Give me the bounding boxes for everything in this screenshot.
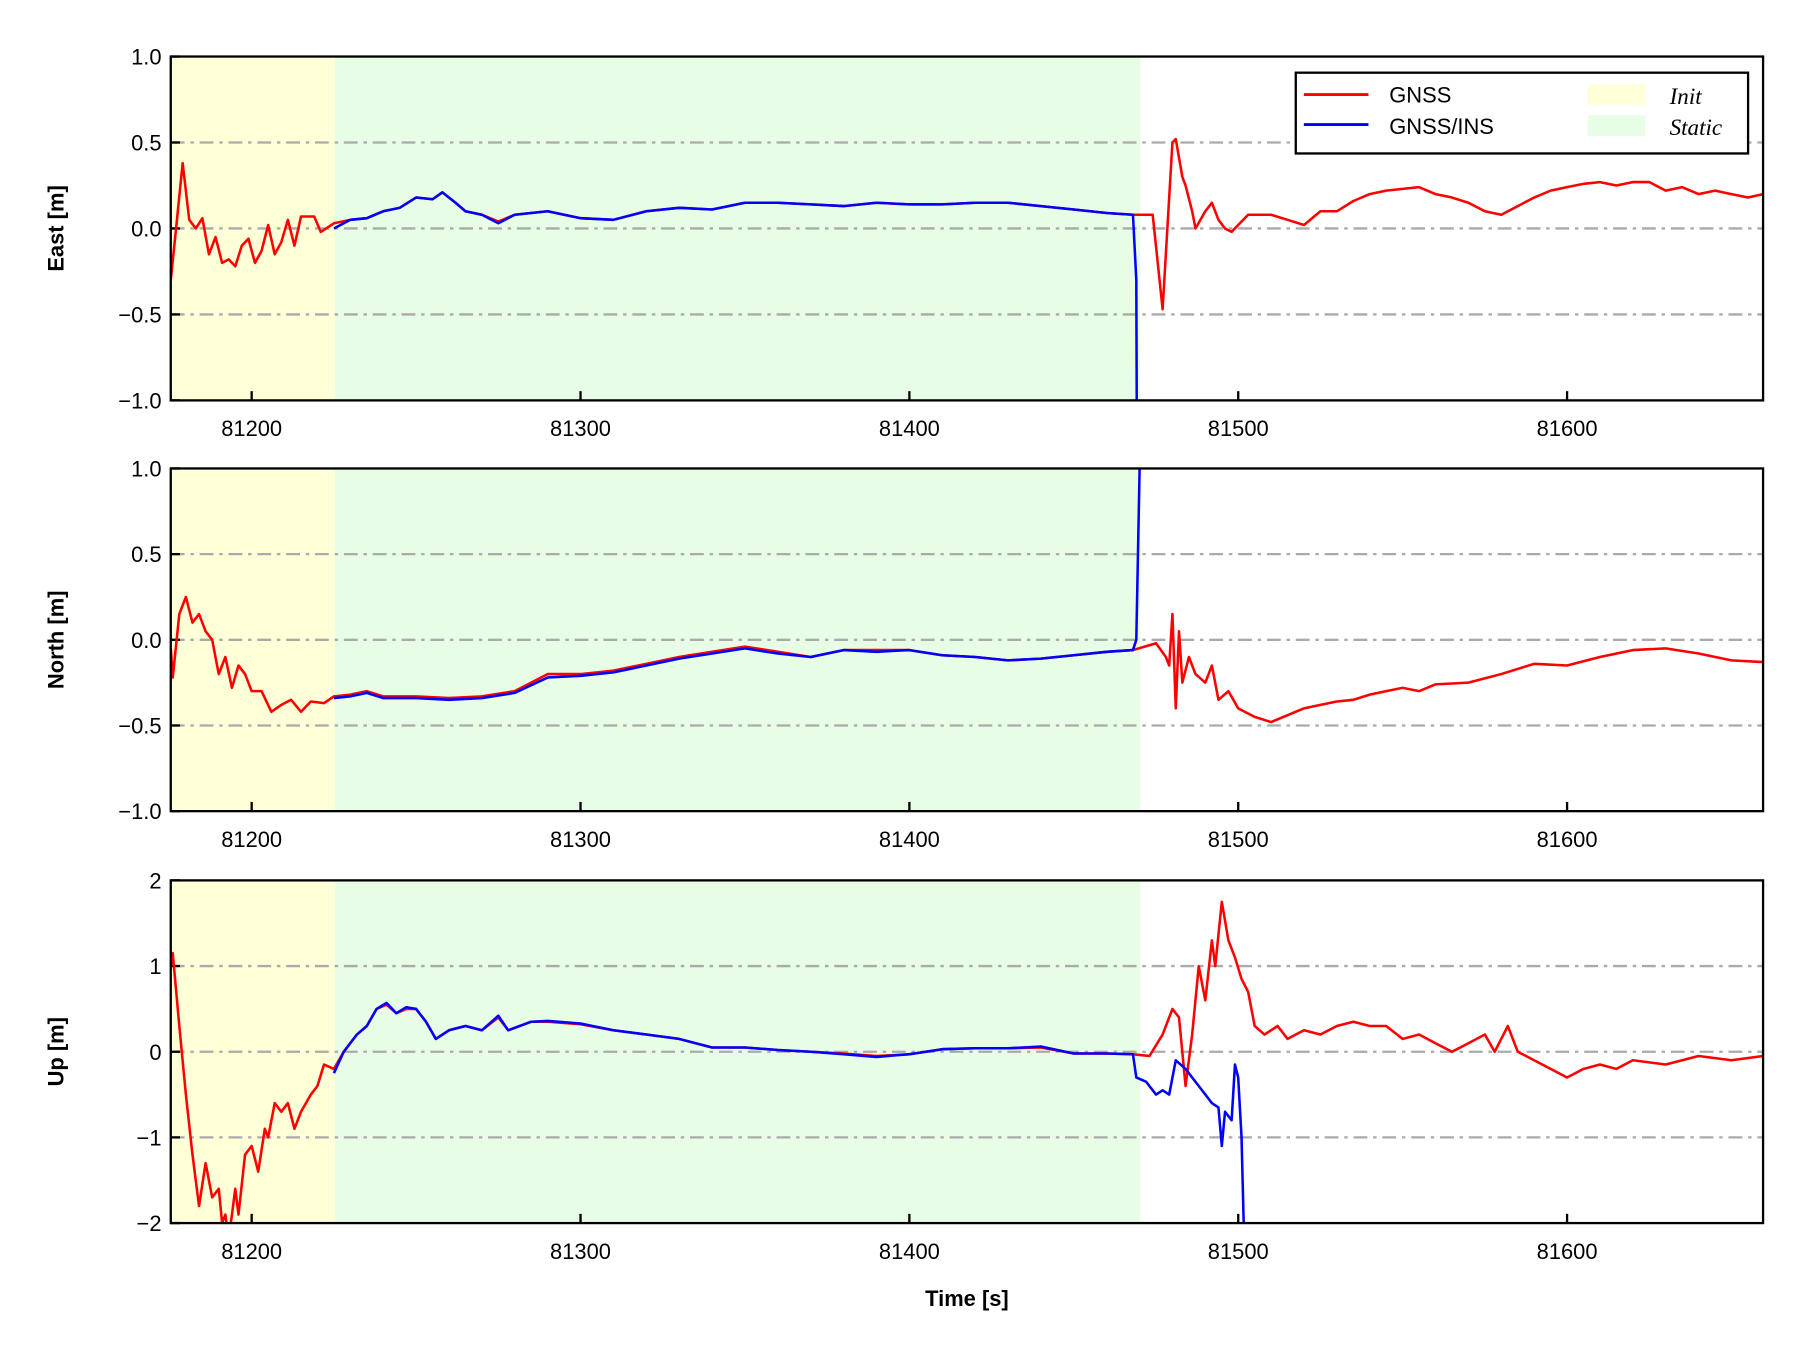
y-tick-label: 0.0 <box>131 217 161 242</box>
axes-frame <box>169 55 1765 402</box>
y-axis-label: North [m] <box>43 591 68 690</box>
y-axis-label: Up [m] <box>43 1017 68 1086</box>
series-gnss-ins <box>333 191 1138 401</box>
y-tick-label: 1.0 <box>131 45 161 70</box>
series-gnss-ins <box>332 1001 1245 1224</box>
y-tick-label: −0.5 <box>118 714 161 739</box>
y-axis-label: East [m] <box>43 185 68 271</box>
y-tick-label: −1.0 <box>118 388 161 413</box>
y-tick-label: 0.5 <box>131 131 161 156</box>
y-tick-label: 0.0 <box>131 628 161 653</box>
y-tick-label: 2 <box>149 868 161 893</box>
legend-label-gnss-ins: GNSS/INS <box>1389 114 1494 139</box>
x-tick-label: 81400 <box>879 1239 940 1264</box>
x-tick-label: 81200 <box>221 827 282 852</box>
y-tick-label: 1.0 <box>131 457 161 482</box>
region-init <box>170 468 335 812</box>
axes-frame <box>169 467 1765 813</box>
y-tick-label: 0.5 <box>131 542 161 567</box>
legend-label-static: Static <box>1670 114 1723 140</box>
y-tick-label: 1 <box>149 954 161 979</box>
legend: GNSS GNSS/INS Init Static <box>1294 71 1750 155</box>
legend-swatch-init <box>1587 84 1646 105</box>
x-axis-label: Time [s] <box>925 1286 1009 1311</box>
x-tick-label: 81600 <box>1537 1239 1598 1264</box>
y-tick-label: −1.0 <box>118 799 161 824</box>
x-tick-label: 81400 <box>879 827 940 852</box>
y-tick-label: −0.5 <box>118 303 161 328</box>
x-tick-label: 81400 <box>879 416 940 441</box>
x-tick-label: 81200 <box>221 1239 282 1264</box>
legend-swatch-static <box>1587 115 1646 137</box>
x-tick-label: 81300 <box>550 1239 611 1264</box>
panel-up: −2 −1 0 1 2 81200 81300 81400 81500 81600 Up [m] <box>43 868 1765 1264</box>
series-gnss-ins <box>333 468 1141 702</box>
x-tick-label: 81500 <box>1208 827 1269 852</box>
x-tick-label: 81600 <box>1537 827 1598 852</box>
x-tick-label: 81200 <box>221 416 282 441</box>
legend-label-gnss: GNSS <box>1389 83 1451 108</box>
legend-label-init: Init <box>1669 83 1703 109</box>
y-tick-label: 0 <box>149 1040 161 1065</box>
panel-east: −1.0 −0.5 0.0 0.5 1.0 81200 81300 81400 81500 816… <box>43 45 1765 441</box>
x-tick-label: 81500 <box>1208 1239 1269 1264</box>
panel-north: −1.0 −0.5 0.0 0.5 1.0 81200 81300 81400 81500 816… <box>43 457 1765 852</box>
y-tick-label: −2 <box>137 1211 162 1236</box>
x-tick-label: 81300 <box>550 416 611 441</box>
axes-frame <box>169 879 1765 1225</box>
x-tick-label: 81600 <box>1537 416 1598 441</box>
x-tick-label: 81300 <box>550 827 611 852</box>
y-tick-label: −1 <box>137 1125 162 1150</box>
x-tick-label: 81500 <box>1208 416 1269 441</box>
